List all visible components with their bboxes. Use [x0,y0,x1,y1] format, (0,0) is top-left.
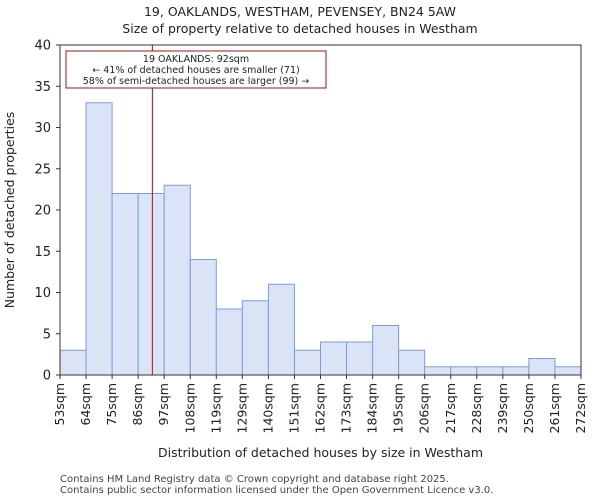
x-tick-label-64sqm: 64sqm [78,383,93,426]
bar-195sqm [398,349,426,376]
x-tick-label-53sqm: 53sqm [52,383,67,426]
chart-title: Size of property relative to detached ho… [122,21,478,36]
bar-108sqm [189,259,217,376]
x-tick-label-151sqm: 151sqm [286,383,301,433]
y-tick-label-0: 0 [43,369,51,384]
x-tick-label-129sqm: 129sqm [234,383,249,433]
bar-75sqm [111,193,139,376]
bar-162sqm [320,341,348,376]
y-tick-label-40: 40 [34,39,51,54]
footer-line-1: Contains HM Land Registry data © Crown c… [60,474,449,485]
x-tick-label-119sqm: 119sqm [208,383,223,433]
x-tick-label-217sqm: 217sqm [443,383,458,433]
bar-53sqm [59,349,87,376]
chart-title-address: 19, OAKLANDS, WESTHAM, PEVENSEY, BN24 5A… [143,4,457,19]
x-tick-label-195sqm: 195sqm [391,383,406,433]
y-tick-label-10: 10 [34,286,51,301]
y-tick-label-15: 15 [34,245,51,260]
annotation-line-2: ← 41% of detached houses are smaller (71… [92,65,299,76]
bar-129sqm [241,300,269,376]
x-tick-label-97sqm: 97sqm [156,383,171,426]
x-tick-label-86sqm: 86sqm [130,383,145,426]
annotation-line-3: 58% of semi-detached houses are larger (… [83,76,310,87]
y-tick-label-25: 25 [34,162,51,177]
x-tick-label-140sqm: 140sqm [260,383,275,433]
x-tick-label-173sqm: 173sqm [339,383,354,433]
x-axis-label: Distribution of detached houses by size … [158,445,483,460]
bar-64sqm [85,102,113,376]
x-tick-label-250sqm: 250sqm [521,383,536,433]
bar-151sqm [293,349,322,376]
y-tick-label-20: 20 [34,204,51,219]
x-tick-label-206sqm: 206sqm [417,383,432,433]
x-tick-label-75sqm: 75sqm [104,383,119,426]
x-tick-label-239sqm: 239sqm [495,383,510,433]
bar-228sqm [476,366,504,376]
bar-140sqm [267,283,295,376]
x-tick-label-162sqm: 162sqm [313,383,328,433]
y-tick-label-35: 35 [34,80,51,95]
x-tick-label-272sqm: 272sqm [573,383,588,433]
footer-line-2: Contains public sector information licen… [60,485,494,496]
bar-250sqm [528,358,556,376]
bar-239sqm [502,366,530,376]
bar-119sqm [215,308,243,376]
x-tick-label-261sqm: 261sqm [547,383,562,433]
x-tick-label-184sqm: 184sqm [365,383,380,433]
y-tick-label-5: 5 [43,327,51,342]
bar-97sqm [163,184,191,376]
bar-206sqm [424,366,452,376]
y-tick-label-30: 30 [34,121,51,136]
x-tick-label-228sqm: 228sqm [469,383,484,433]
y-axis-label: Number of detached properties [2,112,17,309]
annotation-line-1: 19 OAKLANDS: 92sqm [143,54,249,65]
bar-261sqm [554,366,582,376]
annotation-box [65,50,327,89]
bar-173sqm [346,341,374,376]
x-tick-label-108sqm: 108sqm [182,383,197,433]
bar-217sqm [450,366,478,376]
bar-184sqm [372,325,400,376]
bar-86sqm [137,193,165,376]
